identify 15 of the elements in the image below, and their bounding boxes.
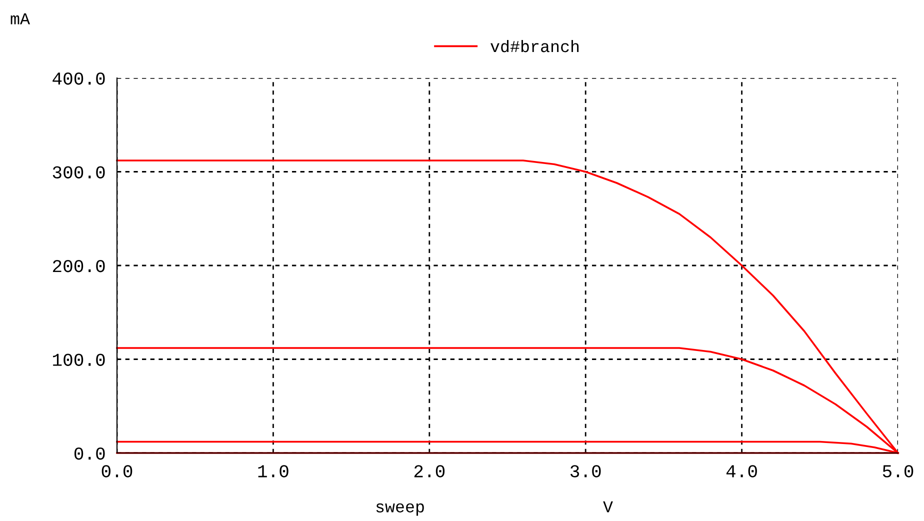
x-tick-label: 2.0 (414, 465, 445, 478)
y-tick-label: 400.0 (52, 72, 105, 85)
x-tick-label: 1.0 (258, 465, 288, 478)
y-tick-label: 100.0 (53, 354, 105, 366)
x-tick-label: 4.0 (726, 465, 757, 478)
x-tick-label: 3.0 (570, 465, 601, 478)
x-axis-title: sweep (376, 503, 424, 516)
y-tick-label: 0.0 (74, 447, 105, 460)
y-tick-label: 200.0 (52, 260, 105, 272)
x-tick-label: 0.0 (102, 465, 132, 478)
y-axis-title: mA (10, 13, 30, 24)
x-tick-label: 5.0 (882, 465, 914, 478)
y-tick-label: 300.0 (52, 166, 105, 178)
legend-label: vd#branch (490, 40, 579, 52)
text: V (603, 501, 613, 512)
